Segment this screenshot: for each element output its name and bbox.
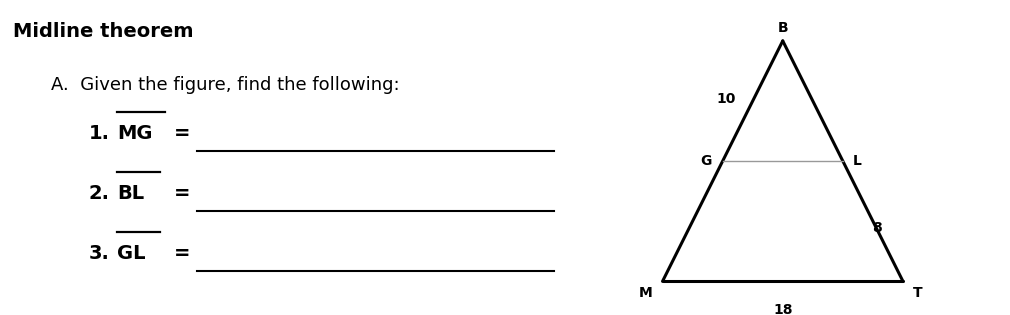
Text: MG: MG bbox=[117, 124, 153, 143]
Text: A.  Given the figure, find the following:: A. Given the figure, find the following: bbox=[52, 76, 400, 94]
Text: G: G bbox=[700, 154, 711, 168]
Text: B: B bbox=[778, 21, 788, 35]
Text: =: = bbox=[174, 244, 191, 263]
Text: 18: 18 bbox=[773, 303, 793, 315]
Text: M: M bbox=[638, 286, 652, 301]
Text: T: T bbox=[913, 286, 922, 301]
Text: 1.: 1. bbox=[89, 124, 109, 143]
Text: BL: BL bbox=[117, 184, 144, 203]
Text: 10: 10 bbox=[716, 92, 736, 106]
Text: Midline theorem: Midline theorem bbox=[12, 22, 193, 41]
Text: GL: GL bbox=[117, 244, 145, 263]
Text: =: = bbox=[174, 184, 191, 203]
Text: L: L bbox=[852, 154, 862, 168]
Text: 8: 8 bbox=[872, 221, 882, 235]
Text: 3.: 3. bbox=[89, 244, 109, 263]
Text: 2.: 2. bbox=[89, 184, 109, 203]
Text: =: = bbox=[174, 124, 191, 143]
